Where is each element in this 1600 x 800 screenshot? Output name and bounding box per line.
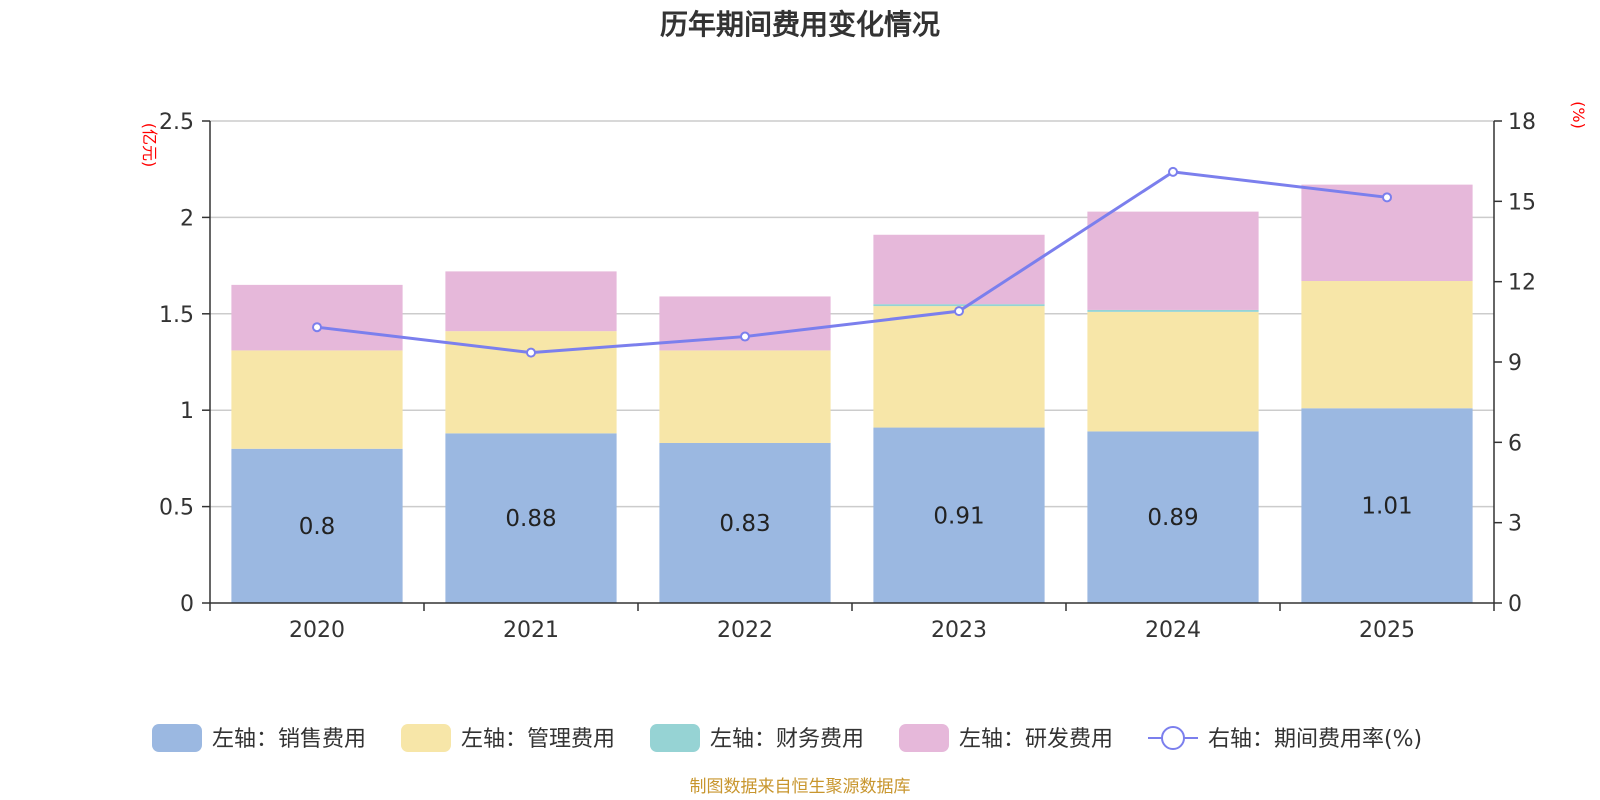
legend-label: 左轴：销售费用	[212, 727, 366, 752]
right-tick-label: 12	[1508, 271, 1536, 296]
left-tick-label: 2.5	[159, 110, 194, 135]
legend-swatch	[899, 724, 949, 752]
bar-segment	[873, 306, 1045, 428]
rate-point	[1382, 192, 1392, 203]
chart-title: 历年期间费用变化情况	[660, 8, 940, 41]
rate-point	[526, 347, 536, 358]
rate-line-path	[316, 170, 1388, 355]
legend-swatch	[401, 724, 451, 752]
rate-point	[312, 322, 322, 333]
legend-label: 左轴：研发费用	[959, 727, 1113, 752]
right-tick-label: 15	[1508, 190, 1536, 215]
bar-segment	[1087, 311, 1259, 432]
bars: 0.8 0.88 0.83 0.91 0.89 1.01	[231, 184, 1473, 603]
bar-segment	[1301, 281, 1473, 409]
legend-label: 左轴：财务费用	[710, 727, 864, 752]
bar-segment	[445, 271, 617, 332]
rate-point	[1168, 166, 1178, 177]
right-tick-label: 9	[1508, 351, 1522, 376]
legend: 左轴：销售费用 左轴：管理费用 左轴：财务费用 左轴：研发费用 右轴：期间费用率(%)	[152, 724, 1422, 752]
right-tick-label: 18	[1508, 110, 1536, 135]
left-tick-label: 2	[180, 206, 194, 231]
bar-segment	[1087, 431, 1259, 603]
rate-line	[312, 166, 1392, 358]
left-tick-label: 1.5	[159, 303, 194, 328]
legend-swatch	[650, 724, 700, 752]
right-axis-unit: (%)	[1569, 101, 1588, 129]
bar-segment	[873, 234, 1045, 305]
bar-segment	[231, 350, 403, 449]
bar-segment	[1087, 309, 1259, 312]
axes: 0 0.5 1 1.5 2 2.5 0 3 6 9 12 15 18 2020 2021 2022 2023 20…	[159, 110, 1536, 643]
legend-label: 右轴：期间费用率(%)	[1208, 727, 1422, 752]
bar-value-label: 1.01	[1361, 494, 1412, 520]
bar-segment	[231, 448, 403, 603]
legend-swatch-marker	[1161, 726, 1185, 750]
bar-value-label: 0.89	[1147, 505, 1198, 531]
left-axis-unit: (亿元)	[140, 123, 159, 168]
x-tick-label: 2021	[503, 618, 559, 643]
bar-segment	[1087, 211, 1259, 310]
gridlines	[210, 120, 1494, 508]
bar-value-label: 0.8	[299, 514, 336, 540]
x-tick-label: 2024	[1145, 618, 1201, 643]
x-tick-label: 2025	[1359, 618, 1415, 643]
x-tick-label: 2020	[289, 618, 345, 643]
bar-value-label: 0.83	[719, 511, 770, 537]
bar-segment	[1301, 408, 1473, 603]
legend-label: 左轴：管理费用	[461, 727, 615, 752]
legend-swatch	[152, 724, 202, 752]
bar-segment	[445, 433, 617, 603]
bar-segment	[659, 350, 831, 443]
rate-point	[954, 306, 964, 317]
right-tick-label: 0	[1508, 592, 1522, 617]
rate-point	[740, 331, 750, 342]
bar-segment	[873, 304, 1045, 307]
left-tick-label: 1	[180, 399, 194, 424]
right-tick-label: 6	[1508, 431, 1522, 456]
bar-segment	[659, 442, 831, 603]
left-tick-label: 0	[180, 592, 194, 617]
source-note: 制图数据来自恒生聚源数据库	[690, 777, 911, 797]
x-tick-label: 2023	[931, 618, 987, 643]
x-tick-label: 2022	[717, 618, 773, 643]
right-tick-label: 3	[1508, 512, 1522, 537]
bar-value-label: 0.91	[933, 503, 984, 529]
bar-segment	[231, 284, 403, 351]
left-tick-label: 0.5	[159, 496, 194, 521]
bar-segment	[873, 427, 1045, 603]
bar-value-label: 0.88	[505, 506, 556, 532]
